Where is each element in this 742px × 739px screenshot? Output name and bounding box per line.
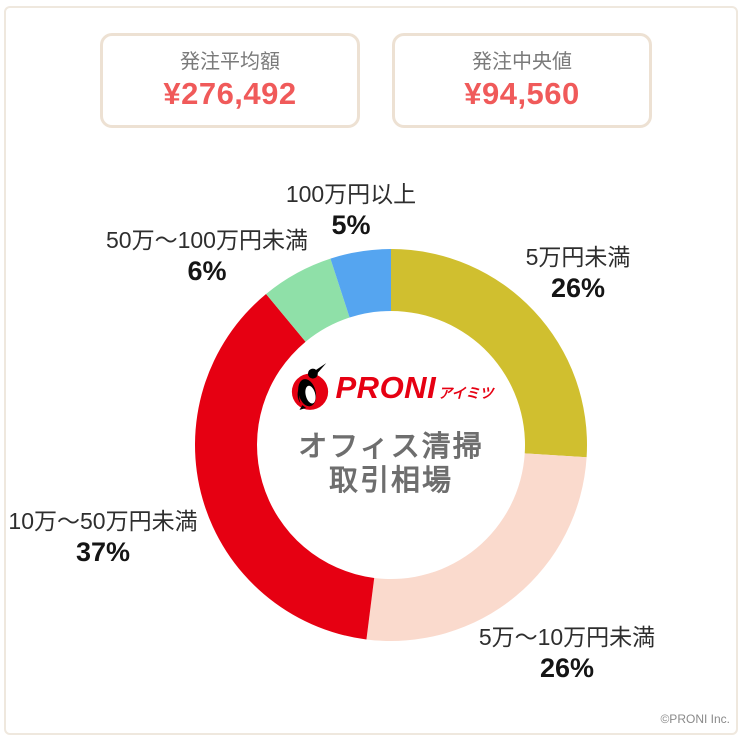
label-over-100man: 100万円以上 5%: [251, 181, 451, 241]
donut-segment-2: [195, 293, 375, 640]
label-5to10man: 5万〜10万円未満 26%: [457, 624, 677, 684]
segment-name: 50万〜100万円未満: [106, 227, 308, 253]
segment-name: 10万〜50万円未満: [8, 508, 198, 534]
segment-percent: 5%: [331, 210, 371, 241]
stat-value: ¥276,492: [163, 75, 297, 111]
label-under-5man: 5万円未満 26%: [478, 244, 678, 304]
donut-segment-3: [266, 258, 350, 342]
stat-card-average-order: 発注平均額 ¥276,492: [100, 33, 360, 128]
stat-card-median-order: 発注中央値 ¥94,560: [392, 33, 652, 128]
segment-percent: 26%: [539, 653, 595, 684]
stat-label: 発注中央値: [472, 50, 572, 73]
segment-percent: 37%: [75, 537, 131, 568]
proni-logo-text: PRONI: [335, 369, 437, 405]
segment-percent: 6%: [187, 256, 227, 287]
segment-name: 5万円未満: [525, 244, 631, 270]
donut-segment-4: [330, 249, 391, 318]
label-50to100man: 50万〜100万円未満 6%: [87, 227, 327, 287]
stat-label: 発注平均額: [180, 50, 280, 73]
segment-name: 100万円以上: [285, 181, 417, 207]
chart-title: オフィス清掃 取引相場: [241, 430, 541, 498]
label-10to50man: 10万〜50万円未満 37%: [3, 508, 203, 568]
segment-percent: 26%: [550, 273, 606, 304]
chart-title-line2: 取引相場: [328, 465, 453, 498]
chart-title-line1: オフィス清掃: [298, 431, 484, 463]
donut-center: PRONI アイミツ オフィス清掃 取引相場: [241, 362, 541, 498]
aimitsu-logo-text: アイミツ: [438, 385, 494, 401]
proni-penguin-icon: [291, 363, 328, 410]
stat-value: ¥94,560: [464, 75, 580, 111]
donut-segment-1: [366, 453, 587, 641]
segment-name: 5万〜10万円未満: [478, 624, 656, 650]
proni-logo: PRONI アイミツ: [241, 362, 541, 412]
copyright-text: ©PRONI Inc.: [660, 712, 730, 726]
donut-segment-0: [391, 249, 587, 458]
